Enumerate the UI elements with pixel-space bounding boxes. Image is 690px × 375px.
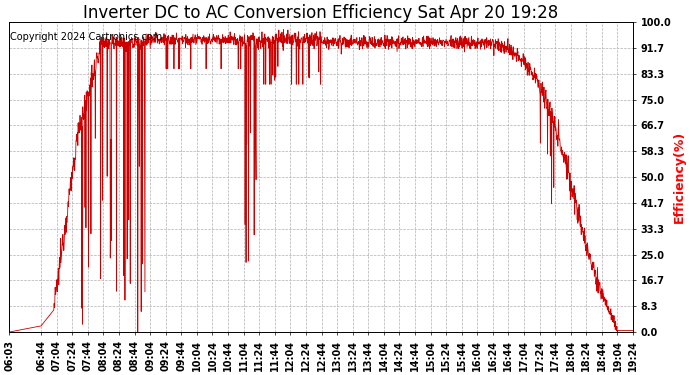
Title: Inverter DC to AC Conversion Efficiency Sat Apr 20 19:28: Inverter DC to AC Conversion Efficiency …: [83, 4, 559, 22]
Text: Copyright 2024 Cartronics.com: Copyright 2024 Cartronics.com: [10, 32, 163, 42]
Y-axis label: Efficiency(%): Efficiency(%): [673, 131, 686, 224]
